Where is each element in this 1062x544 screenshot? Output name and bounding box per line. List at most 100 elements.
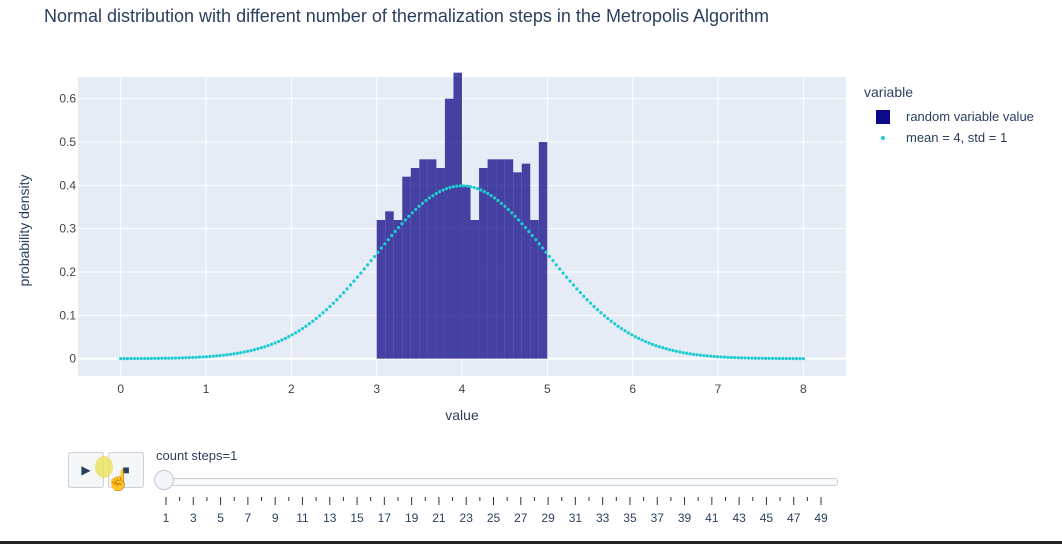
legend-title: variable: [864, 84, 914, 100]
stop-icon: ■: [122, 463, 130, 477]
curve-point: [534, 238, 538, 242]
curve-point: [252, 348, 257, 352]
curve-point: [788, 356, 792, 361]
curve-point: [650, 342, 654, 346]
x-tick-label: 6: [629, 382, 636, 396]
slider-label: count steps=1: [156, 448, 238, 463]
curve-point: [657, 345, 661, 349]
curve-point: [239, 351, 243, 355]
histogram-bar: [538, 142, 548, 359]
curve-point: [153, 356, 157, 360]
slider-handle[interactable]: [154, 470, 174, 490]
curve-point: [180, 356, 185, 360]
curve-point: [763, 356, 768, 360]
curve-point: [674, 349, 679, 353]
curve-point: [366, 263, 370, 267]
curve-point: [342, 290, 346, 295]
curve-point: [191, 355, 195, 360]
histogram-bar: [530, 220, 539, 359]
slider-tick-label: 11: [296, 511, 309, 525]
curve-point: [527, 229, 531, 234]
curve-point: [331, 301, 335, 305]
curve-point: [211, 354, 215, 358]
curve-point: [767, 356, 771, 360]
legend-item-histogram[interactable]: random variable value: [864, 106, 1034, 127]
curve-point: [626, 331, 630, 335]
curve-point: [263, 345, 267, 349]
curve-point: [242, 350, 246, 354]
curve-point: [160, 356, 164, 360]
slider-tick-label: 39: [678, 511, 692, 525]
curve-point: [177, 356, 181, 360]
curve-point: [208, 354, 212, 359]
slider-tick-label: 19: [405, 511, 419, 525]
curve-point: [774, 356, 778, 361]
curve-point: [479, 188, 483, 192]
curve-point: [733, 356, 737, 360]
curve-point: [173, 356, 178, 360]
curve-point: [517, 218, 521, 222]
play-icon: ▶: [81, 463, 91, 477]
y-tick-label: 0.1: [59, 308, 76, 322]
legend-item-curve[interactable]: mean = 4, std = 1: [864, 127, 1034, 148]
curve-point: [318, 314, 322, 318]
curve-point: [321, 311, 325, 315]
curve-point: [129, 356, 133, 361]
slider-tick-label: 45: [760, 511, 774, 525]
curve-point: [671, 348, 675, 353]
curve-point: [520, 222, 524, 226]
curve-point: [362, 267, 366, 271]
curve-point: [654, 343, 658, 348]
curve-point: [702, 353, 706, 358]
curve-point: [225, 353, 229, 357]
curve-point: [451, 185, 456, 189]
curve-point: [482, 189, 486, 194]
curve-point: [575, 287, 579, 291]
slider-tick-label: 21: [432, 511, 446, 525]
curve-point: [678, 350, 682, 354]
curve-point: [297, 329, 301, 333]
slider-tick-label: 5: [217, 511, 224, 525]
curve-point: [163, 356, 167, 360]
x-tick-label: 4: [459, 382, 466, 396]
curve-point: [722, 355, 727, 359]
y-tick-label: 0.5: [59, 135, 76, 149]
legend: variable random variable value mean = 4,…: [864, 84, 1034, 148]
stop-button[interactable]: ■: [108, 452, 144, 488]
histogram-bar: [419, 159, 428, 359]
curve-point: [585, 298, 589, 302]
curve-point: [280, 338, 284, 342]
histogram-bar: [504, 159, 514, 359]
curve-point: [489, 193, 493, 198]
curve-point: [643, 339, 648, 344]
curve-point: [609, 319, 613, 323]
slider-tick-label: 9: [272, 511, 279, 525]
curve-point: [386, 238, 390, 242]
slider-tick-label: 47: [787, 511, 801, 525]
curve-point: [750, 356, 754, 360]
curve-point: [427, 196, 432, 200]
y-tick-label: 0.6: [59, 92, 76, 106]
curve-point: [541, 246, 545, 250]
histogram-bar: [393, 220, 403, 359]
curve-point: [791, 356, 795, 361]
curve-point: [139, 356, 143, 361]
slider-tick-label: 29: [541, 511, 555, 525]
curve-point: [125, 356, 130, 361]
curve-point: [369, 259, 373, 263]
curve-point: [496, 198, 500, 203]
curve-point: [781, 356, 785, 361]
curve-point: [647, 341, 651, 345]
curve-point: [304, 324, 308, 328]
curve-point: [619, 326, 624, 331]
curve-point: [294, 331, 298, 335]
slider-track[interactable]: [160, 478, 838, 486]
curve-point: [506, 207, 510, 212]
curve-point: [743, 356, 747, 360]
curve-point: [801, 357, 805, 361]
curve-point: [578, 290, 582, 295]
curve-point: [523, 225, 528, 230]
curve-point: [328, 304, 332, 309]
curve-point: [383, 242, 387, 246]
curve-point: [726, 355, 730, 359]
